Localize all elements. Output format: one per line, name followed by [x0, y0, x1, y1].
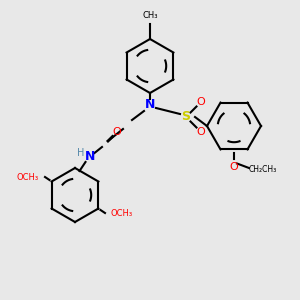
Text: O: O — [196, 97, 206, 107]
Text: O: O — [112, 127, 122, 137]
Text: CH₂CH₃: CH₂CH₃ — [249, 165, 277, 174]
Text: CH₃: CH₃ — [142, 11, 158, 20]
Text: N: N — [85, 149, 95, 163]
Text: OCH₃: OCH₃ — [111, 208, 133, 217]
Text: O: O — [230, 162, 238, 172]
Text: S: S — [182, 110, 190, 124]
Text: H: H — [77, 148, 85, 158]
Text: N: N — [145, 98, 155, 112]
Text: OCH₃: OCH₃ — [17, 172, 39, 182]
Text: O: O — [196, 127, 206, 137]
